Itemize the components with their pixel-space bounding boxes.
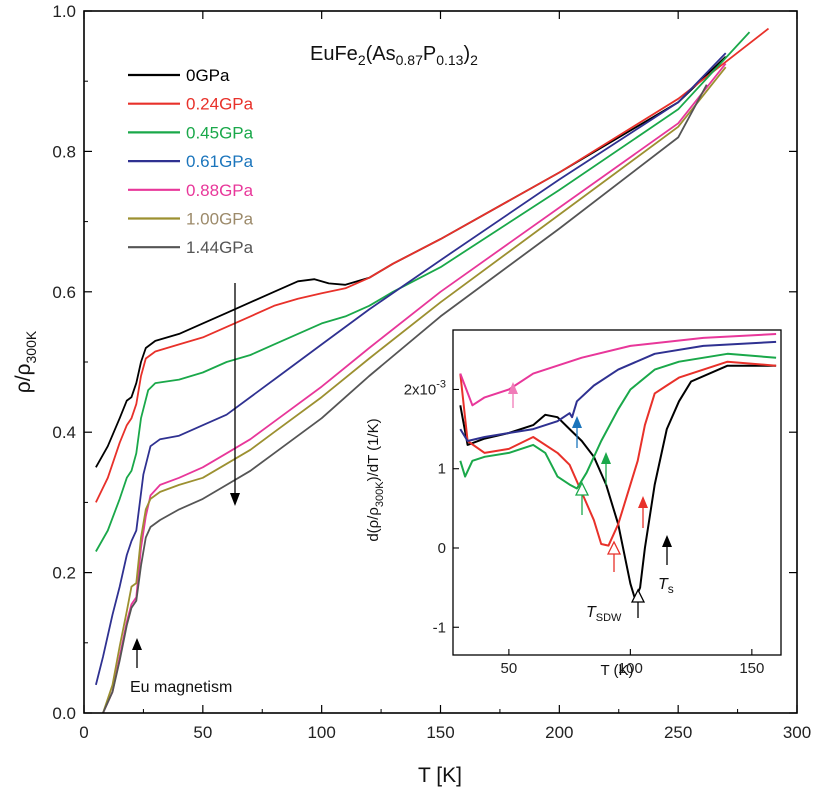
inset-y-label-part-2: )/dT (1/K) (365, 418, 382, 481)
ts-label-main: T (658, 576, 669, 593)
y-tick-label-0-6: 0.6 (52, 283, 76, 302)
inset-x-tick-label-50: 50 (501, 660, 518, 677)
legend: 0GPa 0.24GPa 0.45GPa 0.61GPa 0.88GPa 1.00GPa 1… (128, 66, 254, 257)
inset-y-axis-label: d(ρ/ρ300K)/dT (1/K) (365, 418, 386, 541)
arrow-0-61gpa-head (572, 416, 582, 428)
legend-label-0-88gpa: 0.88GPa (186, 181, 254, 200)
y-tick-label-0-8: 0.8 (52, 142, 76, 161)
title-sub-4: 2 (470, 52, 478, 68)
legend-label-0-45gpa: 0.45GPa (186, 123, 254, 142)
y-label-sub-part: 300K (23, 330, 39, 363)
arrow-0-24gpa-open-head (606, 540, 622, 555)
inset-y-tick-label-1: -1 (433, 619, 446, 636)
series-line-1-44gpa (102, 84, 708, 714)
inset-y-label-part-1: d(ρ/ρ (365, 507, 382, 542)
legend-label-0-61gpa: 0.61GPa (186, 152, 254, 171)
pressure-trend-arrow-head (230, 493, 240, 506)
legend-label-1-00gpa: 1.00GPa (186, 210, 254, 229)
arrow-0-24gpa-head (638, 496, 648, 508)
main-x-axis-label: T [K] (418, 764, 462, 787)
inset-series-line-0-88gpa (459, 333, 777, 407)
arrow-ts-head (662, 535, 672, 547)
series-line-0-24gpa (95, 27, 770, 503)
x-tick-label-200: 200 (545, 723, 573, 742)
inset-y-label-sub: 300K (374, 481, 386, 507)
legend-label-0gpa: 0GPa (186, 66, 230, 85)
inset-y-tick-exponent: -3 (436, 378, 446, 390)
tsdw-label: TSDW (586, 604, 622, 624)
inset-chart: 50 100 150 -1 0 1 2x10-3 T (K) d(ρ/ρ300K)/dT (… (365, 329, 782, 679)
inset-y-tick-label-0: 0 (438, 540, 446, 557)
title-part-1: EuFe (310, 43, 358, 65)
title-sub-1: 2 (358, 52, 366, 68)
y-tick-label-1-0: 1.0 (52, 2, 76, 21)
main-y-axis-label: ρ/ρ300K (12, 330, 39, 393)
eu-magnetism-label: Eu magnetism (130, 679, 232, 696)
legend-label-0-24gpa: 0.24GPa (186, 95, 254, 114)
arrow-0-88gpa-head (508, 382, 518, 394)
inset-series-line-0-61gpa (459, 340, 777, 442)
inset-y-tick-label-1: 1 (438, 461, 446, 478)
arrow-0-45gpa-head (601, 452, 611, 464)
series-line-0-88gpa (102, 63, 727, 714)
inset-series-line-0-45gpa (459, 352, 777, 490)
title-part-2: (As (366, 43, 396, 65)
ts-label-sub: s (668, 582, 674, 596)
inset-x-tick-label-100: 100 (618, 660, 643, 677)
arrow-0-45gpa-open-head (574, 481, 590, 496)
y-tick-label-0-2: 0.2 (52, 564, 76, 583)
x-tick-label-250: 250 (664, 723, 692, 742)
inset-ticks: 50 100 150 -1 0 1 2x10-3 (404, 378, 765, 677)
series-line-0-45gpa (95, 31, 751, 552)
x-tick-label-300: 300 (783, 723, 811, 742)
y-label-main-part: ρ/ρ (12, 363, 35, 393)
x-tick-label-150: 150 (426, 723, 454, 742)
x-tick-label-0: 0 (79, 723, 88, 742)
series-line-1-00gpa (102, 66, 727, 714)
arrow-tsdw-head (630, 588, 646, 603)
y-tick-label-0-4: 0.4 (52, 423, 76, 442)
inset-x-axis-label: T (K) (600, 662, 633, 679)
legend-label-1-44gpa: 1.44GPa (186, 238, 254, 257)
title-sub-2: 0.87 (396, 52, 423, 68)
title-part-4: ) (463, 43, 470, 65)
main-series-group (95, 27, 770, 714)
y-tick-label-0-0: 0.0 (52, 704, 76, 723)
inset-y-tick-label-2x10: 2x10-3 (404, 378, 446, 398)
tsdw-label-main: T (586, 604, 597, 621)
series-line-0-61gpa (95, 52, 727, 686)
title-part-3: P (423, 43, 436, 65)
title-sub-3: 0.13 (436, 52, 463, 68)
ts-label: Ts (658, 576, 674, 596)
inset-x-tick-label-150: 150 (739, 660, 764, 677)
inset-series-line-0gpa (459, 364, 777, 601)
x-tick-label-50: 50 (193, 723, 212, 742)
inset-background (453, 330, 781, 655)
x-tick-label-100: 100 (307, 723, 335, 742)
inset-series-group (459, 333, 777, 601)
eu-magnetism-arrow-head (132, 638, 142, 650)
inset-plot-frame (452, 329, 782, 656)
inset-arrows (508, 382, 672, 618)
chart-title: EuFe2(As0.87P0.13)2 (310, 43, 478, 68)
tsdw-label-sub: SDW (596, 612, 622, 624)
inset-series-line-0-24gpa (459, 360, 777, 547)
